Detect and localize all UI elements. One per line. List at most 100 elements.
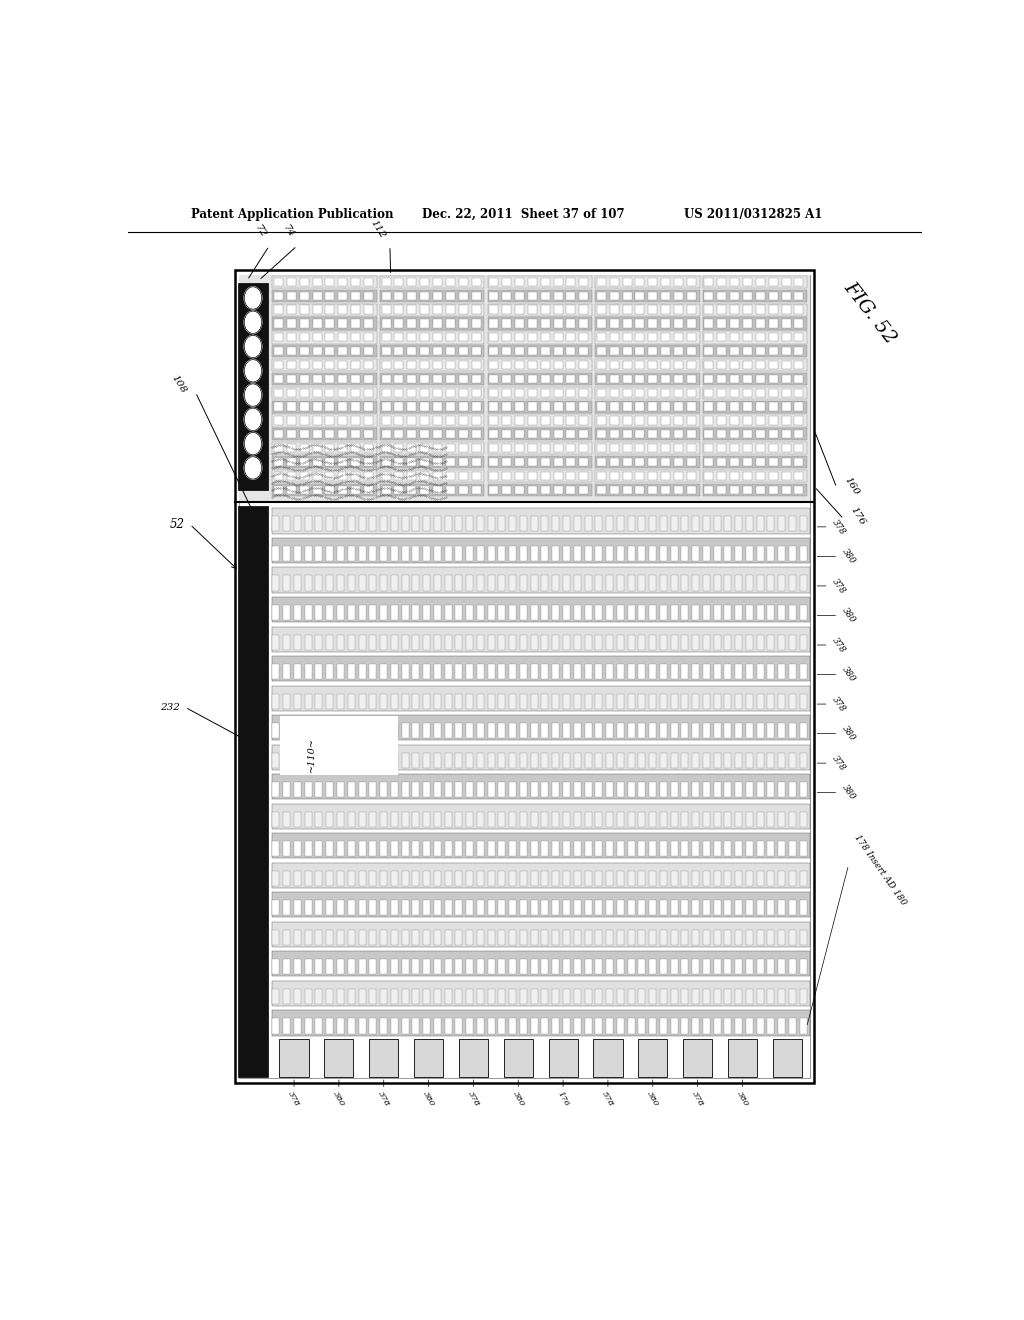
Bar (648, 430, 657, 438)
Bar (735, 516, 742, 532)
Bar (648, 471, 657, 480)
Bar (272, 276, 377, 288)
Bar (364, 360, 373, 370)
Bar (315, 546, 323, 561)
Bar (795, 333, 804, 342)
Bar (781, 486, 791, 494)
Bar (781, 292, 791, 300)
Bar (662, 375, 670, 383)
Bar (391, 723, 397, 738)
Bar (487, 442, 592, 454)
Bar (769, 277, 778, 286)
Bar (662, 388, 670, 397)
Bar (542, 546, 549, 561)
Bar (724, 783, 731, 797)
Bar (477, 693, 484, 709)
Bar (585, 635, 592, 649)
Bar (394, 471, 403, 480)
Bar (444, 783, 452, 797)
Bar (585, 664, 592, 678)
Bar (423, 576, 430, 590)
Bar (714, 900, 721, 915)
Bar (423, 1019, 430, 1034)
Bar (702, 304, 807, 315)
Bar (595, 841, 602, 857)
Bar (305, 664, 311, 678)
Bar (757, 989, 764, 1005)
Bar (606, 664, 613, 678)
Bar (315, 960, 323, 974)
Bar (554, 458, 562, 466)
Bar (552, 960, 559, 974)
Bar (502, 375, 511, 383)
Bar (515, 486, 524, 494)
Bar (477, 783, 484, 797)
Bar (499, 693, 506, 709)
Bar (274, 333, 283, 342)
Bar (566, 471, 575, 480)
Bar (648, 375, 657, 383)
Bar (745, 1019, 753, 1034)
Bar (351, 430, 360, 438)
Bar (305, 693, 311, 709)
Bar (351, 277, 360, 286)
Text: 380: 380 (840, 546, 857, 566)
Bar (595, 345, 699, 358)
Bar (326, 430, 335, 438)
Bar (549, 1039, 578, 1077)
Bar (662, 458, 670, 466)
Bar (472, 360, 480, 370)
Bar (300, 292, 308, 300)
Bar (769, 347, 778, 355)
Bar (287, 360, 296, 370)
Bar (401, 900, 409, 915)
Bar (433, 458, 442, 466)
Bar (420, 333, 429, 342)
Bar (636, 347, 644, 355)
Bar (756, 458, 765, 466)
Bar (408, 486, 417, 494)
Bar (280, 1039, 308, 1077)
Bar (623, 444, 632, 453)
Bar (702, 635, 710, 649)
Bar (348, 516, 354, 532)
Bar (315, 900, 323, 915)
Bar (724, 605, 731, 620)
Circle shape (245, 359, 262, 381)
Bar (585, 812, 592, 826)
Bar (326, 292, 335, 300)
Bar (743, 360, 752, 370)
Bar (370, 871, 376, 886)
Bar (394, 305, 403, 314)
Text: 380: 380 (645, 1090, 660, 1109)
Bar (638, 900, 645, 915)
Bar (394, 375, 403, 383)
Bar (628, 871, 635, 886)
Bar (348, 929, 354, 945)
Text: 378: 378 (830, 694, 847, 713)
Bar (271, 715, 810, 741)
Bar (489, 458, 499, 466)
Bar (623, 305, 632, 314)
Bar (659, 929, 667, 945)
Bar (489, 333, 499, 342)
Bar (515, 277, 524, 286)
Bar (795, 444, 804, 453)
Bar (743, 416, 752, 425)
Bar (609, 375, 618, 383)
Bar (623, 347, 632, 355)
Bar (272, 442, 377, 454)
Bar (718, 333, 726, 342)
Bar (370, 516, 376, 532)
Bar (585, 841, 592, 857)
Bar (401, 812, 409, 826)
Bar (287, 333, 296, 342)
Bar (391, 871, 397, 886)
Bar (487, 841, 495, 857)
Bar (573, 900, 581, 915)
Bar (401, 989, 409, 1005)
Bar (735, 841, 742, 857)
Bar (515, 333, 524, 342)
Bar (781, 471, 791, 480)
Bar (671, 812, 678, 826)
